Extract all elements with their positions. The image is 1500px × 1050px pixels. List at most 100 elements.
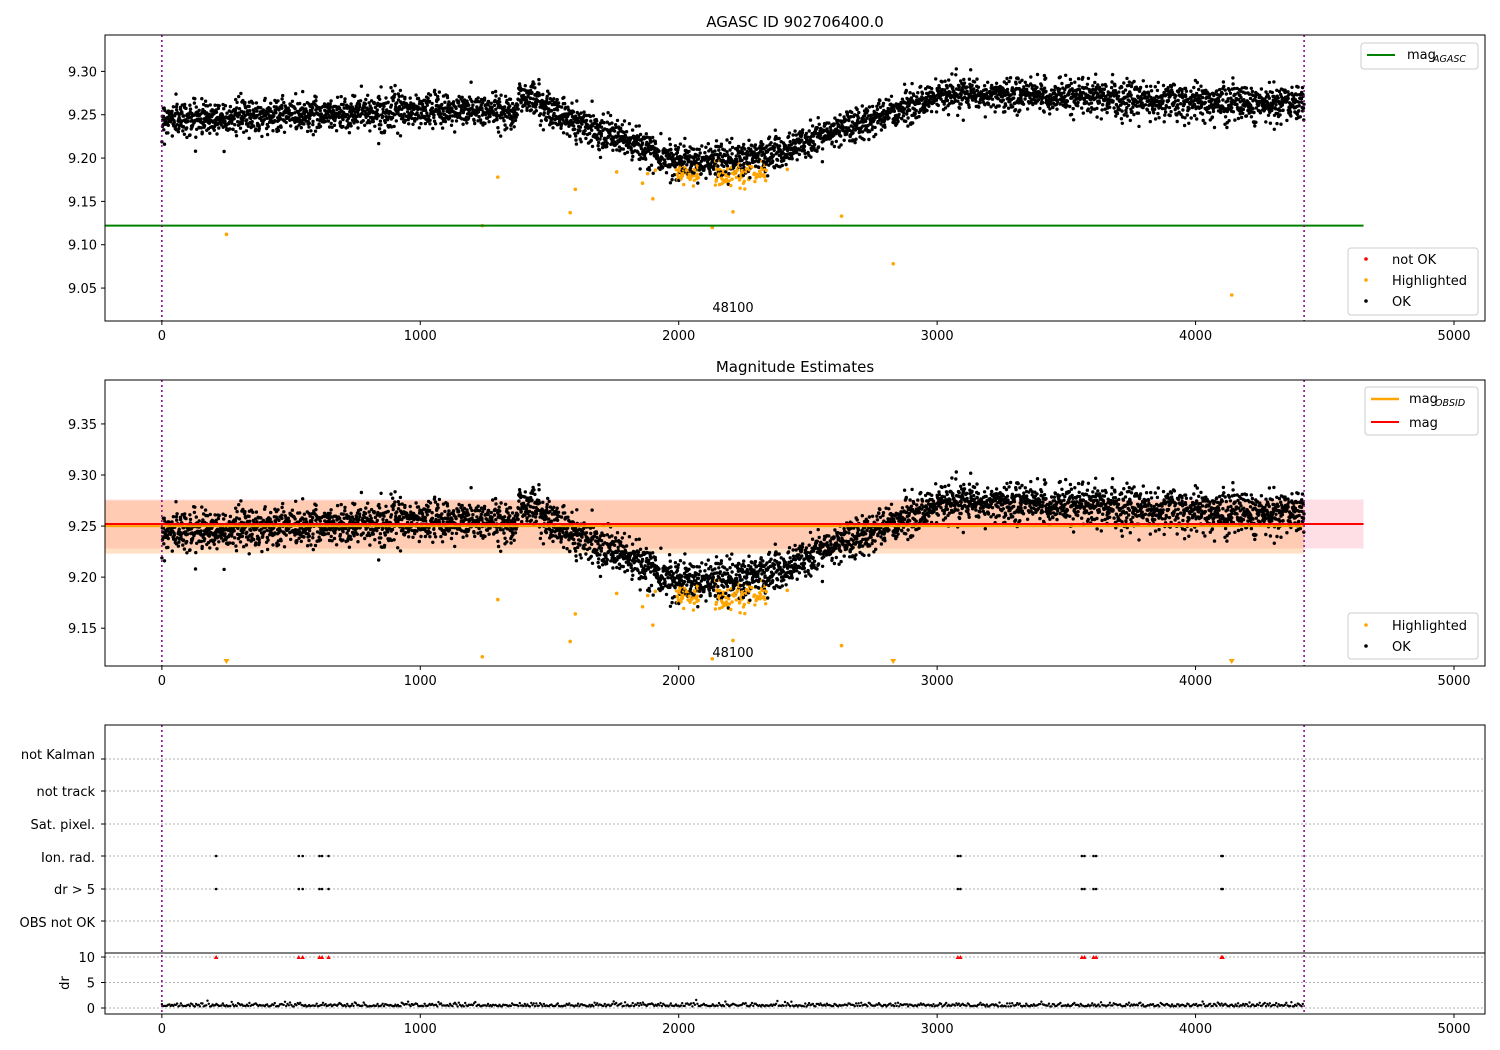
data-point-ok (584, 118, 589, 123)
data-point-ok (466, 116, 471, 120)
data-point-ok (1162, 120, 1166, 124)
data-point-ok (625, 150, 630, 154)
data-point-ok (791, 133, 795, 137)
data-point-ok (348, 107, 352, 112)
data-point-ok (697, 147, 701, 152)
data-point-ok (865, 109, 870, 113)
data-point-ok (376, 101, 380, 106)
data-point-ok (237, 517, 242, 521)
data-point-ok (300, 118, 304, 123)
data-point-ok (704, 145, 708, 149)
data-point-ok (265, 116, 269, 121)
data-point-ok (590, 99, 594, 103)
data-point-ok (297, 117, 302, 122)
data-point-ok (480, 107, 484, 112)
data-point-ok (934, 77, 938, 81)
data-point-ok (386, 118, 390, 122)
data-point-ok (638, 132, 643, 137)
data-point-ok (787, 131, 792, 135)
data-point-ok (1138, 85, 1143, 90)
data-point-ok (357, 107, 361, 112)
data-point-ok (377, 94, 381, 99)
data-point-ok (302, 122, 306, 126)
data-point-ok (241, 110, 246, 114)
data-point-ok (1115, 111, 1120, 116)
data-point-ok (208, 546, 212, 550)
data-point-ok (984, 88, 988, 92)
data-point-ok (410, 111, 415, 116)
data-point-ok (1112, 106, 1116, 110)
data-point-ok (280, 97, 284, 101)
data-point-ok (282, 130, 287, 134)
data-point-ok (649, 152, 653, 156)
data-point-ok (427, 114, 431, 118)
agasc-line-legend: mag AGASC (1360, 42, 1479, 70)
data-point-ok (1147, 111, 1152, 115)
data-point-ok (493, 99, 497, 104)
data-point-ok (476, 96, 480, 100)
data-point-ok (341, 103, 345, 107)
data-point-ok (808, 118, 813, 122)
data-point-ok (610, 121, 614, 125)
data-point-ok (599, 125, 604, 129)
data-point-ok (1258, 111, 1263, 115)
data-point-ok (595, 119, 599, 123)
data-point-ok (976, 85, 981, 89)
data-point-ok (896, 119, 900, 124)
data-point-ok (175, 108, 179, 112)
data-point-ok (1224, 92, 1229, 96)
data-point-ok (881, 101, 886, 106)
data-point-ok (940, 80, 944, 84)
legend-label-not-ok: not OK (1392, 253, 1437, 268)
data-point-ok (1231, 110, 1236, 114)
data-point-ok (235, 509, 239, 514)
data-point-ok (216, 516, 221, 521)
data-point-ok (217, 540, 221, 544)
data-point-ok (502, 105, 507, 109)
data-point-ok (284, 120, 288, 125)
data-point-ok (182, 114, 186, 118)
data-point-ok (368, 129, 372, 133)
data-point-ok (214, 110, 219, 115)
data-point-ok (1119, 117, 1124, 121)
data-point-ok (276, 128, 281, 133)
data-point-ok (803, 151, 807, 156)
data-point-ok (1035, 85, 1039, 90)
data-point-ok (223, 513, 228, 518)
data-point-ok (193, 567, 198, 571)
data-point-highlighted (891, 262, 896, 266)
data-point-ok (1001, 98, 1005, 102)
data-point-ok (815, 126, 819, 130)
data-point-ok (212, 542, 216, 546)
data-point-ok (703, 151, 707, 155)
data-point-ok (605, 144, 609, 149)
data-point-ok (930, 86, 934, 91)
data-point-ok (975, 77, 979, 81)
data-point-highlighted (651, 197, 655, 201)
data-point-ok (371, 119, 375, 124)
data-point-ok (477, 100, 482, 104)
data-point-ok (1176, 98, 1180, 103)
data-point-ok (208, 131, 212, 135)
data-point-ok (1189, 89, 1193, 93)
agasc-panel: AGASC ID 902706400.0 48100 0 1000 2000 3000… (68, 13, 1486, 344)
data-point-ok (177, 540, 181, 544)
data-point-ok (1212, 125, 1217, 130)
data-point-ok (602, 121, 606, 125)
data-point-ok (599, 131, 604, 136)
data-point-ok (878, 98, 882, 103)
data-point-ok (243, 510, 247, 514)
data-point-ok (238, 540, 243, 544)
data-point-ok (1120, 85, 1124, 90)
data-point-ok (1064, 73, 1068, 78)
data-point-ok (925, 108, 929, 113)
x-tick-label: 1000 (404, 329, 437, 344)
data-point-ok (257, 540, 261, 545)
data-point-ok (986, 80, 990, 85)
data-point-ok (234, 130, 238, 134)
data-point-ok (498, 116, 503, 120)
data-point-ok (761, 142, 765, 147)
data-point-ok (670, 178, 674, 182)
data-point-ok (261, 108, 265, 112)
data-point-ok (254, 541, 258, 545)
